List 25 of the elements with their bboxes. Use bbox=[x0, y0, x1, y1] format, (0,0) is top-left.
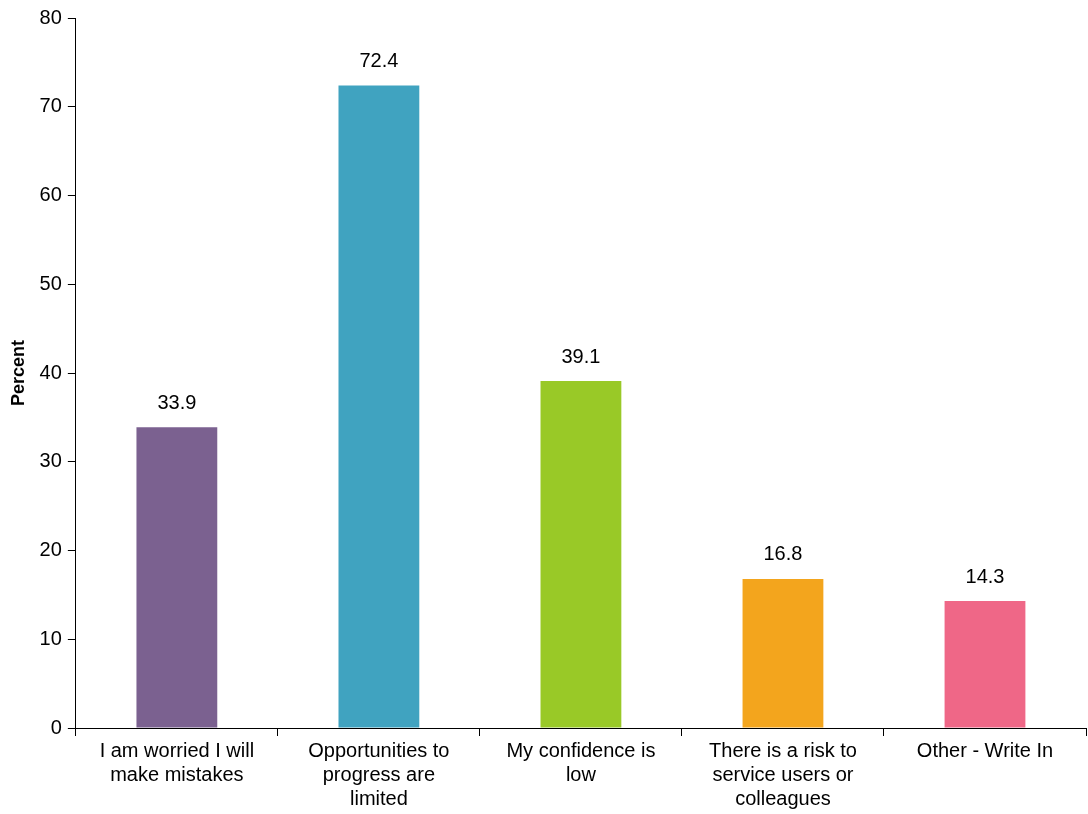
bar bbox=[136, 427, 218, 728]
y-tick-label: 0 bbox=[50, 715, 62, 738]
x-tick-label: Opportunities to progress are limited bbox=[308, 738, 450, 809]
y-tick-label: 30 bbox=[39, 449, 62, 472]
x-tick-label: There is a risk to service users or colleagues bbox=[709, 738, 857, 809]
y-tick-label: 40 bbox=[39, 360, 62, 383]
y-tick-label: 10 bbox=[39, 626, 62, 649]
bar bbox=[742, 578, 824, 728]
y-tick-label: 20 bbox=[39, 538, 62, 561]
y-tick-label: 70 bbox=[39, 94, 62, 117]
y-tick-label: 50 bbox=[39, 271, 62, 294]
data-label: 39.1 bbox=[561, 344, 601, 367]
y-axis-title: Percent bbox=[7, 339, 28, 407]
data-label: 14.3 bbox=[965, 564, 1005, 587]
bar bbox=[944, 601, 1026, 728]
x-tick-label: Other - Write In bbox=[916, 738, 1054, 761]
data-label: 72.4 bbox=[359, 48, 399, 71]
x-tick-label: My confidence is low bbox=[506, 738, 656, 785]
x-tick-label: I am worried I will make mistakes bbox=[99, 738, 255, 785]
y-tick-label: 60 bbox=[39, 183, 62, 206]
y-tick-label: 80 bbox=[39, 5, 62, 28]
data-label: 16.8 bbox=[763, 542, 803, 565]
bar bbox=[338, 85, 420, 728]
bar bbox=[540, 380, 622, 728]
data-label: 33.9 bbox=[157, 390, 197, 413]
